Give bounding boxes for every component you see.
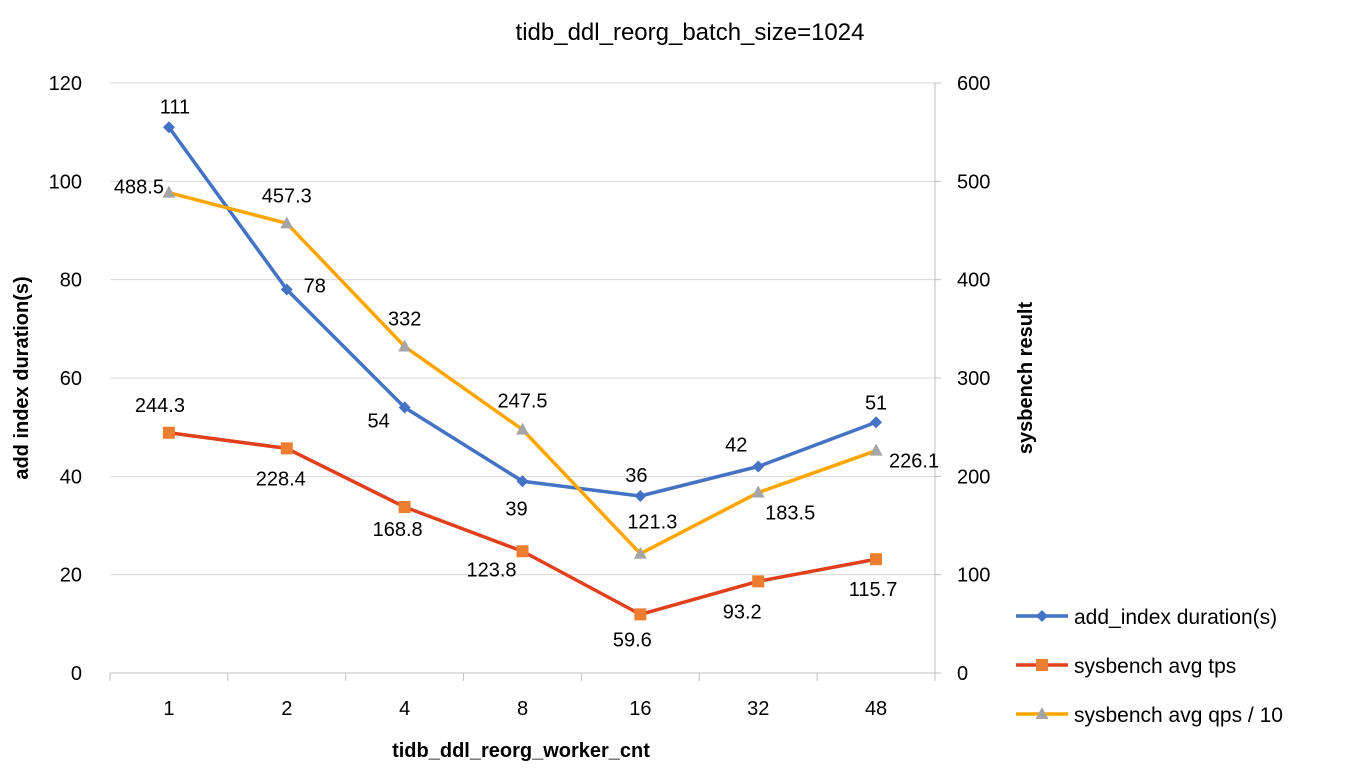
data-label: 244.3 <box>135 395 185 417</box>
diamond-marker <box>634 490 647 502</box>
y-axis-title-left: add index duration(s) <box>11 276 33 479</box>
x-tick-label: 16 <box>629 698 651 720</box>
y-tick-label-left: 60 <box>60 368 82 390</box>
square-marker <box>634 608 647 621</box>
x-tick-label: 8 <box>517 698 528 720</box>
data-label: 123.8 <box>466 559 516 581</box>
data-label: 93.2 <box>723 601 762 623</box>
data-label: 51 <box>865 392 887 414</box>
y-tick-label-left: 120 <box>49 73 82 95</box>
x-tick-label: 4 <box>399 698 410 720</box>
x-tick-label: 32 <box>747 698 769 720</box>
square-marker <box>280 442 293 455</box>
data-label: 54 <box>368 411 390 433</box>
legend-label: sysbench avg qps / 10 <box>1074 704 1283 727</box>
data-label: 247.5 <box>497 391 547 413</box>
triangle-marker <box>280 216 294 229</box>
diamond-marker <box>398 401 411 414</box>
square-marker <box>162 426 175 439</box>
square-marker <box>516 545 529 558</box>
square-marker <box>870 553 883 566</box>
diamond-marker <box>752 460 765 473</box>
y-tick-label-right: 200 <box>957 466 990 488</box>
triangle-marker <box>1035 707 1049 719</box>
y-tick-label-left: 100 <box>49 171 82 193</box>
data-label: 42 <box>725 435 747 457</box>
diamond-marker <box>280 283 293 296</box>
y-tick-label-right: 0 <box>957 663 968 685</box>
y-tick-label-right: 100 <box>957 565 990 587</box>
y-tick-label-right: 300 <box>957 368 990 390</box>
y-tick-label-left: 40 <box>60 466 82 488</box>
data-label: 36 <box>625 465 647 487</box>
y-tick-label-right: 600 <box>957 73 990 95</box>
data-label: 488.5 <box>114 177 164 199</box>
data-label: 121.3 <box>627 512 677 534</box>
data-label: 115.7 <box>849 579 898 601</box>
x-tick-label: 48 <box>865 698 887 720</box>
diamond-marker <box>516 475 529 488</box>
data-label: 183.5 <box>765 503 815 525</box>
diamond-marker <box>162 121 175 134</box>
data-label: 457.3 <box>262 185 312 207</box>
y-tick-label-right: 500 <box>957 171 990 193</box>
x-tick-label: 1 <box>163 698 174 720</box>
legend-label: add_index duration(s) <box>1074 606 1277 629</box>
data-label: 228.4 <box>256 468 306 490</box>
triangle-marker <box>516 422 529 435</box>
data-label: 168.8 <box>373 519 423 541</box>
legend: add_index duration(s) sysbench avg tps sys… <box>1016 606 1283 727</box>
data-label: 332 <box>388 309 421 331</box>
square-marker <box>1036 659 1048 671</box>
diamond-marker <box>870 416 883 429</box>
diamond-marker <box>1036 610 1048 622</box>
data-label: 39 <box>505 498 527 520</box>
triangle-marker <box>633 546 647 559</box>
data-label: 226.1 <box>889 451 939 473</box>
triangle-marker <box>869 443 883 456</box>
square-marker <box>752 575 765 588</box>
series-line <box>167 126 877 498</box>
chart-title: tidb_ddl_reorg_batch_size=1024 <box>516 19 865 46</box>
data-label: 78 <box>304 276 326 298</box>
y-axis-title-right: sysbench result <box>1015 302 1037 455</box>
x-tick-label: 2 <box>281 698 292 720</box>
triangle-marker <box>162 185 176 198</box>
square-marker <box>398 501 411 514</box>
y-tick-label-left: 80 <box>60 270 82 292</box>
data-label: 111 <box>160 96 190 118</box>
triangle-marker <box>751 485 765 498</box>
x-axis-title: tidb_ddl_reorg_worker_cnt <box>392 740 650 762</box>
triangle-marker <box>398 339 412 352</box>
data-label: 59.6 <box>613 629 652 651</box>
legend-label: sysbench avg tps <box>1074 655 1236 678</box>
y-tick-label-right: 400 <box>957 270 990 292</box>
y-tick-label-left: 0 <box>71 663 82 685</box>
y-tick-label-left: 20 <box>60 565 82 587</box>
